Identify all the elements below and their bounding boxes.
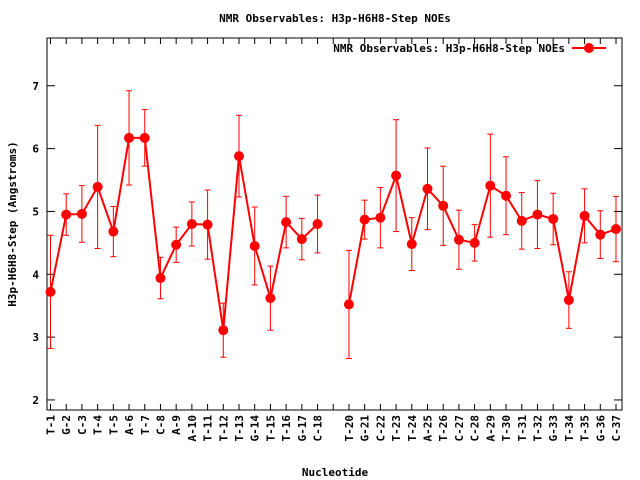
marker <box>516 215 527 226</box>
x-tick-label: T-5 <box>107 415 120 435</box>
marker <box>563 295 574 306</box>
marker <box>611 224 621 235</box>
marker <box>61 209 72 220</box>
marker <box>548 213 559 224</box>
x-tick-label: T-34 <box>563 415 576 442</box>
x-tick-label: T-4 <box>92 415 105 435</box>
x-tick-label: T-30 <box>500 415 513 442</box>
x-tick-label: G-36 <box>594 415 607 442</box>
x-tick-label: T-1 <box>45 415 58 435</box>
x-tick-label: A-9 <box>170 415 183 435</box>
marker <box>296 234 307 245</box>
x-tick-label: T-15 <box>264 415 277 442</box>
marker <box>453 234 464 245</box>
marker <box>202 219 213 230</box>
marker <box>186 219 197 229</box>
x-tick-label: A-10 <box>186 415 199 442</box>
y-tick-label: 5 <box>32 205 39 218</box>
x-tick-label: G-21 <box>359 415 372 442</box>
marker <box>108 226 119 237</box>
x-tick-label: A-25 <box>422 415 435 442</box>
x-tick-label: T-23 <box>390 415 403 442</box>
x-tick-label: T-35 <box>579 415 592 442</box>
y-tick-label: 3 <box>32 331 39 344</box>
marker <box>281 217 292 228</box>
x-tick-label: G-33 <box>547 415 560 442</box>
x-tick-label: T-31 <box>516 415 529 442</box>
y-tick-label: 2 <box>32 394 39 407</box>
chart-title: NMR Observables: H3p-H6H8-Step NOEs <box>219 12 451 25</box>
x-tick-label: G-2 <box>60 415 73 435</box>
marker <box>249 240 260 251</box>
marker <box>92 181 103 192</box>
marker <box>265 293 276 304</box>
marker <box>218 325 229 336</box>
marker <box>171 239 182 250</box>
x-tick-label: T-16 <box>280 415 293 442</box>
y-tick-label: 4 <box>32 268 39 281</box>
marker <box>234 151 244 162</box>
marker <box>391 170 402 181</box>
x-tick-label: T-26 <box>437 415 450 442</box>
x-tick-label: C-3 <box>76 415 89 435</box>
marker <box>45 286 56 297</box>
x-tick-label: A-29 <box>484 415 497 442</box>
series-line <box>49 136 617 331</box>
y-tick-label: 7 <box>32 80 39 93</box>
legend-label: NMR Observables: H3p-H6H8-Step NOEs <box>333 42 565 55</box>
x-axis-label: Nucleotide <box>302 466 369 479</box>
x-tick-label: C-18 <box>312 415 325 442</box>
x-tick-label: A-6 <box>123 415 136 435</box>
x-tick-label: C-8 <box>154 415 167 435</box>
marker <box>595 229 606 240</box>
marker <box>532 209 543 220</box>
x-tick-label: G-17 <box>296 415 309 442</box>
x-tick-label: T-20 <box>343 415 356 442</box>
x-tick-label: T-7 <box>139 415 152 435</box>
x-tick-label: G-14 <box>249 415 262 442</box>
x-tick-label: C-28 <box>469 415 482 442</box>
marker <box>359 214 370 225</box>
marker <box>501 190 512 201</box>
marker <box>438 200 449 211</box>
marker <box>406 239 417 250</box>
marker <box>469 237 480 248</box>
x-tick-label: C-37 <box>610 415 623 442</box>
x-tick-label: T-13 <box>233 415 246 442</box>
marker <box>343 299 354 310</box>
x-tick-label: C-22 <box>374 415 387 442</box>
marker <box>155 273 166 284</box>
legend-marker <box>584 43 594 53</box>
x-tick-label: T-24 <box>406 415 419 442</box>
x-tick-label: T-12 <box>217 415 230 442</box>
marker <box>375 212 386 223</box>
marker <box>124 132 135 143</box>
plot-frame <box>46 37 623 411</box>
x-tick-label: T-11 <box>202 415 215 442</box>
y-tick-label: 6 <box>32 143 39 156</box>
marker <box>139 132 150 143</box>
x-tick-label: C-27 <box>453 415 466 442</box>
x-tick-label: T-32 <box>531 415 544 442</box>
marker <box>312 219 323 229</box>
marker <box>485 180 496 191</box>
y-axis-label: H3p-H6H8-Step (Angstroms) <box>6 141 19 307</box>
marker <box>422 183 433 194</box>
marker <box>579 210 590 221</box>
marker <box>76 208 87 219</box>
